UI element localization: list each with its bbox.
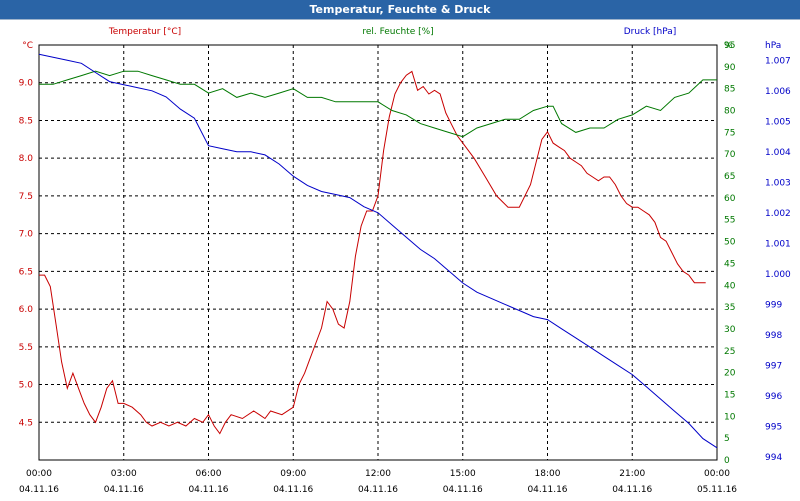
x-tick-date-label: 05.11.16 (697, 485, 737, 495)
temperature-tick-label: 8.0 (19, 154, 34, 164)
temperature-tick-label: 7.0 (19, 230, 34, 240)
humidity-tick-label: 0 (724, 456, 730, 466)
pressure-axis-label: Druck [hPa] (624, 27, 677, 37)
pressure-tick-label: 1.002 (765, 209, 791, 219)
humidity-tick-label: 10 (724, 412, 736, 422)
x-tick-time-label: 00:00 (26, 469, 52, 479)
plot-frame (38, 44, 718, 461)
pressure-tick-label: 1.001 (765, 239, 791, 249)
temperature-tick-label: 5.5 (19, 343, 33, 353)
humidity-axis-label: rel. Feuchte [%] (362, 27, 433, 37)
humidity-tick-label: 90 (724, 63, 736, 73)
x-tick-date-label: 04.11.16 (358, 485, 398, 495)
x-tick-date-label: 04.11.16 (19, 485, 59, 495)
axes-layer: 00:00 04.11.16 03:00 04.11.16 06:00 04.11.16 0… (19, 41, 791, 495)
pressure-tick-label: 1.004 (765, 148, 791, 158)
humidity-tick-label: 40 (724, 281, 736, 291)
pressure-tick-label: 995 (765, 422, 782, 432)
temperature-tick-label: 8.5 (19, 116, 33, 126)
temperature-tick-label: 6.5 (19, 267, 33, 277)
humidity-tick-label: 50 (724, 238, 736, 248)
x-tick-date-label: 04.11.16 (273, 485, 313, 495)
humidity-tick-label: 30 (724, 325, 736, 335)
chart-area: 00:00 04.11.16 03:00 04.11.16 06:00 04.11.16 0… (0, 19, 800, 501)
grid-layer (39, 45, 717, 460)
humidity-tick-label: 65 (724, 172, 735, 182)
window-title: Temperatur, Feuchte & Druck (309, 3, 491, 16)
pressure-tick-label: 996 (765, 392, 782, 402)
humidity-tick-label: 70 (724, 150, 736, 160)
humidity-tick-label: 25 (724, 347, 735, 357)
temperature-tick-label: 9.0 (19, 79, 34, 89)
x-tick-time-label: 18:00 (535, 469, 561, 479)
x-tick-time-label: 15:00 (450, 469, 476, 479)
x-tick-date-label: 04.11.16 (443, 485, 483, 495)
x-tick-time-label: 09:00 (280, 469, 306, 479)
x-tick-time-label: 03:00 (111, 469, 137, 479)
x-tick-date-label: 04.11.16 (104, 485, 144, 495)
pressure-tick-label: 998 (765, 331, 782, 341)
x-tick-date-label: 04.11.16 (188, 485, 228, 495)
temperature-unit-label: °C (22, 41, 33, 51)
humidity-unit-label: % (724, 41, 733, 51)
humidity-tick-label: 75 (724, 128, 735, 138)
x-tick-time-label: 00:00 (704, 469, 730, 479)
humidity-tick-label: 20 (724, 369, 736, 379)
temperature-tick-label: 4.5 (19, 418, 33, 428)
pressure-tick-label: 997 (765, 361, 782, 371)
humidity-series-line (39, 70, 717, 138)
humidity-tick-label: 85 (724, 85, 735, 95)
humidity-tick-label: 95 (724, 41, 735, 51)
humidity-tick-label: 55 (724, 216, 735, 226)
pressure-tick-label: 1.007 (765, 56, 791, 66)
humidity-tick-label: 45 (724, 259, 735, 269)
temperature-series-line (39, 70, 706, 435)
x-tick-date-label: 04.11.16 (527, 485, 567, 495)
x-tick-date-label: 04.11.16 (612, 485, 652, 495)
humidity-tick-label: 80 (724, 107, 736, 117)
humidity-tick-label: 5 (724, 434, 730, 444)
pressure-tick-label: 1.003 (765, 178, 791, 188)
pressure-tick-label: 1.000 (765, 270, 791, 280)
pressure-unit-label: hPa (765, 41, 781, 51)
humidity-tick-label: 15 (724, 390, 735, 400)
temperature-tick-label: 7.5 (19, 192, 33, 202)
series-layer (38, 53, 718, 449)
humidity-tick-label: 35 (724, 303, 735, 313)
x-tick-time-label: 06:00 (196, 469, 222, 479)
pressure-series-line (38, 53, 718, 449)
temperature-axis-label: Temperatur [°C] (108, 27, 181, 37)
temperature-tick-label: 5.0 (19, 381, 34, 391)
chart-svg: 00:00 04.11.16 03:00 04.11.16 06:00 04.11.16 0… (19, 27, 791, 495)
pressure-tick-label: 1.005 (765, 117, 791, 127)
pressure-tick-label: 994 (765, 453, 782, 463)
pressure-tick-label: 999 (765, 300, 782, 310)
humidity-tick-label: 60 (724, 194, 736, 204)
x-tick-time-label: 21:00 (619, 469, 645, 479)
x-tick-time-label: 12:00 (365, 469, 391, 479)
pressure-tick-label: 1.006 (765, 87, 791, 97)
window-title-bar: Temperatur, Feuchte & Druck (0, 0, 800, 19)
temperature-tick-label: 6.0 (19, 305, 34, 315)
